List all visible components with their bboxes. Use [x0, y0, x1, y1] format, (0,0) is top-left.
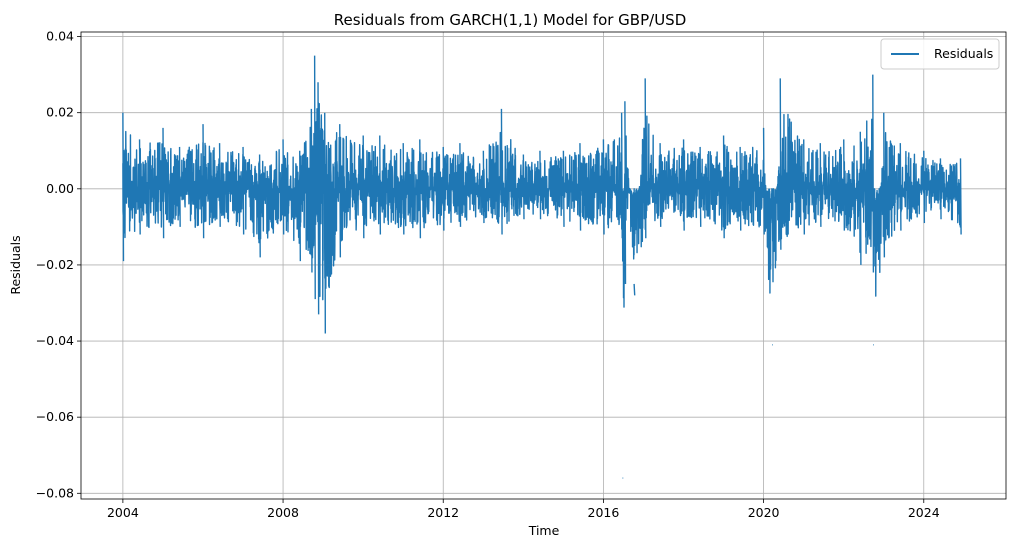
plot-frame	[80, 31, 1007, 500]
y-tick-label: 0.04	[46, 29, 74, 44]
residuals-line	[122, 55, 962, 479]
chart-title: Residuals from GARCH(1,1) Model for GBP/…	[334, 11, 687, 29]
y-axis: −0.08 −0.06 −0.04 −0.02 0.00 0.02 0.04	[36, 29, 81, 500]
y-tick-label: −0.08	[36, 485, 74, 500]
series-residuals	[122, 55, 962, 479]
x-tick-label: 2008	[267, 505, 299, 520]
x-axis: 2004 2008 2012 2016 2020 2024	[107, 499, 940, 520]
y-tick-label: −0.04	[36, 333, 74, 348]
x-tick-label: 2020	[748, 505, 780, 520]
x-tick-label: 2024	[908, 505, 940, 520]
x-tick-label: 2016	[588, 505, 620, 520]
y-tick-label: −0.06	[36, 409, 74, 424]
legend-box	[880, 38, 1000, 70]
x-tick-label: 2004	[107, 505, 139, 520]
y-axis-label: Residuals	[8, 235, 23, 294]
x-tick-label: 2012	[427, 505, 459, 520]
y-tick-label: −0.02	[36, 257, 74, 272]
legend-label-residuals: Residuals	[934, 46, 993, 61]
legend: Residuals	[880, 38, 1000, 70]
grid	[81, 32, 1006, 499]
x-axis-label: Time	[528, 523, 560, 538]
y-tick-label: 0.02	[46, 105, 74, 120]
y-tick-label: 0.00	[46, 181, 74, 196]
